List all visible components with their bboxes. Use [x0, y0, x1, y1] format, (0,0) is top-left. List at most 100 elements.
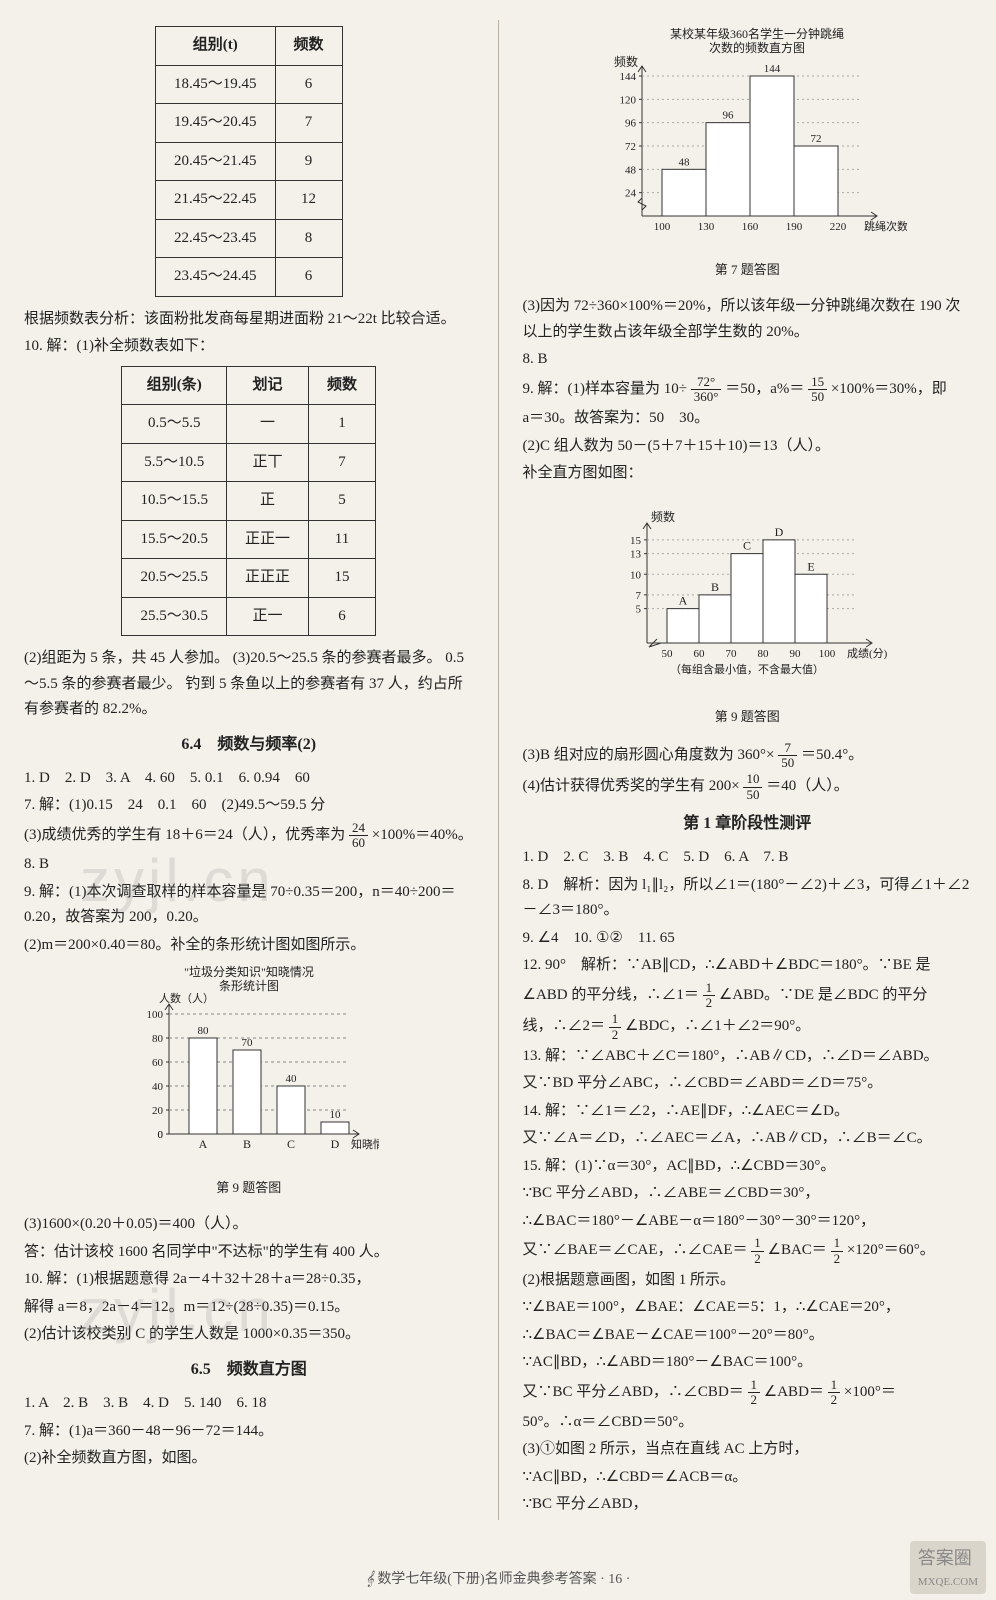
- r-q9a4: a＝30。故答案为：50 30。: [523, 406, 973, 432]
- n: 72°: [691, 375, 722, 390]
- svg-text:（每组含最小值，不含最大值）: （每组含最小值，不含最大值）: [670, 662, 824, 676]
- svg-text:10: 10: [329, 1109, 341, 1121]
- t1c: 22.45～23.45: [155, 219, 275, 258]
- analysis-1: 根据频数表分析：该面粉批发商每星期进面粉 21～22t 比较合适。: [24, 307, 474, 333]
- svg-text:70: 70: [726, 648, 738, 660]
- n: 1: [831, 1236, 844, 1251]
- corner-badge: 答案圈 MXQE.COM: [910, 1541, 986, 1594]
- sec-ch1-title: 第 1 章阶段性测评: [523, 810, 973, 837]
- svg-text:B: B: [243, 1137, 251, 1151]
- t2c: 6: [309, 597, 376, 636]
- t2c: 10.5～15.5: [122, 482, 227, 521]
- d: 2: [703, 996, 716, 1010]
- t1c: 8: [275, 219, 342, 258]
- chart3-caption: 第 9 题答图: [523, 706, 973, 728]
- ch1-q15i: 又∵BC 平分∠ABD，∴∠CBD＝ 12 ∠ABD＝ 12 ×100°＝: [523, 1378, 973, 1408]
- frac: 12: [703, 981, 716, 1011]
- frac: 1550: [808, 375, 827, 405]
- ch1-q15c: ∴∠BAC＝180°－∠ABE－α＝180°－30°－30°＝120°，: [523, 1209, 973, 1235]
- svg-text:"垃圾分类知识"知晓情况: "垃圾分类知识"知晓情况: [184, 964, 314, 979]
- svg-text:0: 0: [157, 1129, 163, 1141]
- n: 24: [349, 821, 368, 836]
- t2c: 正一: [226, 597, 308, 636]
- txt: (3)B 组对应的扇形圆心角度数为 360°×: [523, 747, 775, 763]
- r-q3: (3)因为 72÷360×100%＝20%，所以该年级一分钟跳绳次数在 190 …: [523, 294, 973, 345]
- right-column: 某校某年级360名学生一分钟跳绳次数的频数直方图频数24487296120144…: [523, 20, 973, 1520]
- d: 50: [743, 788, 762, 802]
- ch1-q15a: 15. 解：(1)∵α＝30°，AC∥BD，∴∠CBD＝30°。: [523, 1154, 973, 1180]
- svg-text:144: 144: [764, 63, 781, 75]
- table-2: 组别(条) 划记 频数 0.5～5.5一1 5.5～10.5正丅7 10.5～1…: [121, 366, 376, 637]
- svg-text:96: 96: [723, 110, 735, 122]
- n: 1: [828, 1378, 841, 1393]
- svg-text:80: 80: [197, 1025, 209, 1037]
- footer-swirl-icon: 𝄞: [366, 1572, 374, 1587]
- ch1-q15e: (2)根据题意画图，如图 1 所示。: [523, 1268, 973, 1294]
- r-q8: 8. B: [523, 347, 973, 373]
- svg-text:90: 90: [790, 648, 802, 660]
- r-q9c: (3)B 组对应的扇形圆心角度数为 360°× 750 ＝50.4°。: [523, 741, 973, 771]
- t1c: 19.45～20.45: [155, 104, 275, 143]
- frac: 750: [778, 741, 797, 771]
- svg-text:条形统计图: 条形统计图: [219, 979, 279, 993]
- chart1-caption: 第 9 题答图: [24, 1177, 474, 1199]
- t2c: 0.5～5.5: [122, 405, 227, 444]
- t2c: 一: [226, 405, 308, 444]
- svg-text:220: 220: [830, 221, 847, 233]
- q10-intro: 10. 解：(1)补全频数表如下：: [24, 334, 474, 360]
- svg-text:50: 50: [662, 648, 674, 660]
- table-1: 组别(t) 频数 18.45～19.456 19.45～20.457 20.45…: [155, 26, 343, 297]
- frac: 2460: [349, 821, 368, 851]
- r-q9b: (2)C 组人数为 50－(5＋7＋15＋10)＝13（人）。: [523, 434, 973, 460]
- sec64-q7: 7. 解：(1)0.15 24 0.1 60 (2)49.5～59.5 分: [24, 793, 474, 819]
- r-q9a: 9. 解：(1)样本容量为 10÷ 72°360° ＝50，a%＝ 1550 ×…: [523, 375, 973, 405]
- svg-text:80: 80: [152, 1033, 164, 1045]
- svg-text:130: 130: [698, 221, 715, 233]
- t2c: 5: [309, 482, 376, 521]
- ch1-q14a: 14. 解：∵∠1＝∠2，∴AE∥DF，∴∠AEC＝∠D。: [523, 1099, 973, 1125]
- txt: ∠BDC，∴∠1＋∠2＝90°。: [625, 1018, 810, 1034]
- svg-text:40: 40: [152, 1081, 164, 1093]
- t2c: 15: [309, 559, 376, 598]
- ch1-q15b: ∵BC 平分∠ABD，∴∠ABE＝∠CBD＝30°，: [523, 1181, 973, 1207]
- page-footer: 𝄞 数学七年级(下册)名师金典参考答案 · 16 ·: [0, 1568, 996, 1592]
- sec65-q7b: (2)补全频数直方图，如图。: [24, 1446, 474, 1472]
- txt: ＝50，a%＝: [725, 381, 804, 397]
- svg-text:跳绳次数(次): 跳绳次数(次): [864, 219, 907, 233]
- t2c: 正: [226, 482, 308, 521]
- ch1-q13b: 又∵BD 平分∠ABC，∴∠CBD＝∠ABD＝∠D＝75°。: [523, 1071, 973, 1097]
- t1c: 12: [275, 181, 342, 220]
- n: 7: [778, 741, 797, 756]
- sec64-q9b: (2)m＝200×0.40＝80。补全的条形统计图如图所示。: [24, 933, 474, 959]
- svg-text:160: 160: [742, 221, 759, 233]
- svg-text:5: 5: [636, 603, 642, 615]
- n: 15: [808, 375, 827, 390]
- ch1-q15d: 又∵∠BAE＝∠CAE，∴∠CAE＝ 12 ∠BAC＝ 12 ×120°＝60°…: [523, 1236, 973, 1266]
- txt: ＝40（人）。: [766, 779, 849, 795]
- sec64-title: 6.4 频数与频率(2): [24, 731, 474, 758]
- d: 2: [831, 1252, 844, 1266]
- t2-notes: (2)组距为 5 条，共 45 人参加。 (3)20.5～25.5 条的参赛者最…: [24, 646, 474, 723]
- t2c: 11: [309, 520, 376, 559]
- sec64-q9d: 答：估计该校 1600 名同学中"不达标"的学生有 400 人。: [24, 1240, 474, 1266]
- t2c: 正丅: [226, 443, 308, 482]
- svg-text:A: A: [679, 593, 688, 607]
- t2c: 7: [309, 443, 376, 482]
- svg-text:频数: 频数: [614, 54, 638, 69]
- histogram-chart-2: 某校某年级360名学生一分钟跳绳次数的频数直方图频数24487296120144…: [587, 26, 907, 246]
- t2h: 频数: [309, 366, 376, 405]
- corner-sub: MXQE.COM: [918, 1573, 978, 1592]
- svg-text:60: 60: [152, 1057, 164, 1069]
- svg-text:144: 144: [620, 71, 637, 83]
- t2c: 15.5～20.5: [122, 520, 227, 559]
- t1c: 21.45～22.45: [155, 181, 275, 220]
- ch1-q15g: ∴∠BAC＝∠BAE－∠CAE＝100°－20°＝80°。: [523, 1323, 973, 1349]
- txt: ＝50.4°。: [801, 747, 863, 763]
- sec65-ans: 1. A 2. B 3. B 4. D 5. 140 6. 18: [24, 1391, 474, 1417]
- t1-h1: 频数: [275, 27, 342, 66]
- sec64-q8: 8. B: [24, 852, 474, 878]
- t2c: 正正一: [226, 520, 308, 559]
- svg-text:48: 48: [679, 156, 691, 168]
- ch1-q15j: 50°。∴α＝∠CBD＝50°。: [523, 1410, 973, 1436]
- svg-text:96: 96: [625, 118, 637, 130]
